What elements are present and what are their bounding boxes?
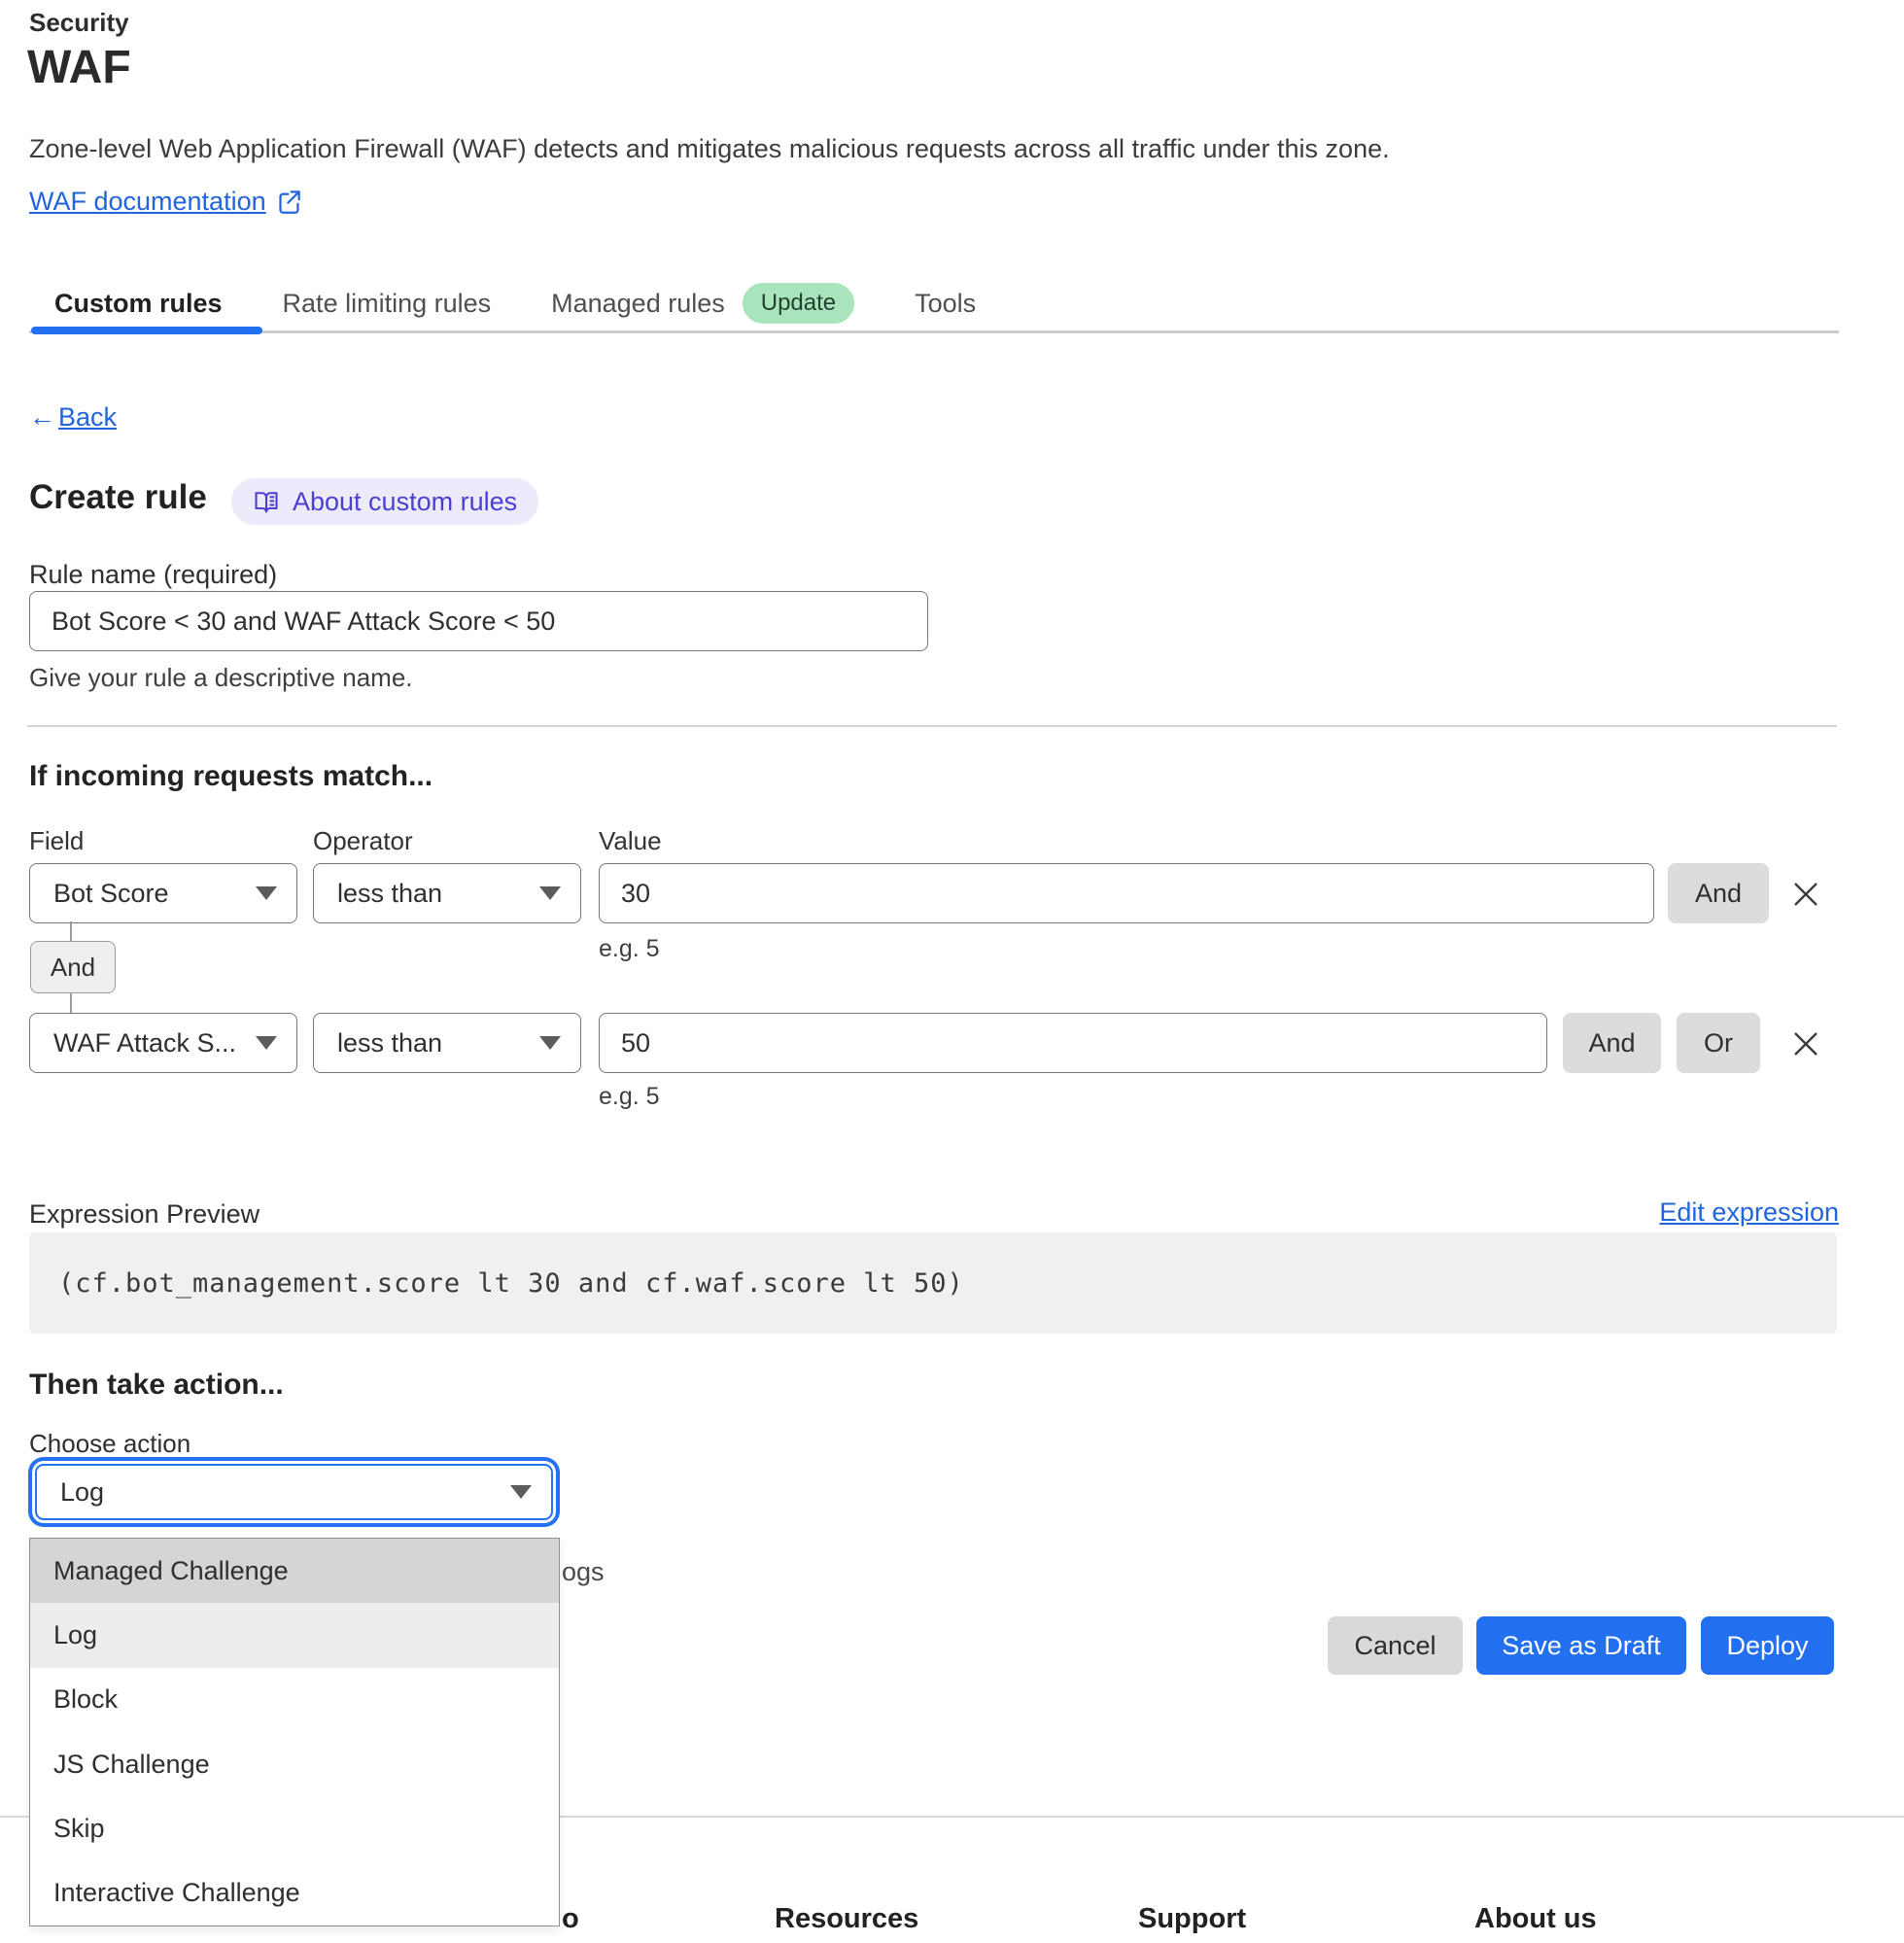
tab-custom-rules-label: Custom rules: [54, 288, 223, 318]
chevron-down-icon: [539, 1036, 561, 1050]
close-icon: [1794, 1032, 1817, 1056]
tab-managed-rules-label: Managed rules: [551, 288, 725, 318]
deploy-button[interactable]: Deploy: [1701, 1616, 1834, 1675]
tab-rate-limiting-rules[interactable]: Rate limiting rules: [258, 278, 517, 329]
choose-action-selected-value: Log: [60, 1476, 105, 1507]
and-connector-badge[interactable]: And: [30, 941, 116, 993]
update-badge: Update: [742, 283, 855, 324]
dropdown-option-js-challenge[interactable]: JS Challenge: [30, 1731, 559, 1797]
footer-column-resources: Resources: [775, 1903, 919, 1934]
field-select-row2-value: WAF Attack S...: [53, 1027, 237, 1058]
tab-managed-rules[interactable]: Managed rules Update: [526, 278, 880, 329]
field-select-row2[interactable]: WAF Attack S...: [29, 1013, 297, 1073]
remove-row1-icon[interactable]: [1784, 873, 1827, 916]
rule-name-help: Give your rule a descriptive name.: [29, 663, 413, 692]
tab-custom-rules[interactable]: Custom rules: [29, 278, 248, 329]
value-hint-row2: e.g. 5: [599, 1083, 660, 1110]
dropdown-option-interactive-challenge[interactable]: Interactive Challenge: [30, 1860, 559, 1926]
expression-preview-label: Expression Preview: [29, 1199, 260, 1229]
tab-track-divider: [29, 330, 1839, 333]
tab-rate-limiting-rules-label: Rate limiting rules: [282, 288, 492, 318]
operator-select-row2-value: less than: [337, 1027, 443, 1058]
breadcrumb: Security: [29, 8, 129, 37]
tab-tools-label: Tools: [915, 288, 977, 318]
value-input-row2[interactable]: [599, 1013, 1547, 1073]
dropdown-option-skip[interactable]: Skip: [30, 1796, 559, 1861]
rule-name-label: Rule name (required): [29, 560, 278, 589]
choose-action-select[interactable]: Log: [35, 1464, 553, 1520]
operator-select-row2[interactable]: less than: [313, 1013, 581, 1073]
rule-name-input[interactable]: [29, 591, 928, 651]
add-or-button-row2[interactable]: Or: [1677, 1013, 1760, 1073]
field-column-label: Field: [29, 826, 85, 855]
footer-divider: [0, 1816, 1904, 1818]
create-rule-heading: Create rule: [29, 478, 207, 516]
add-and-button-row2[interactable]: And: [1563, 1013, 1661, 1073]
footer-column-about-us: About us: [1474, 1903, 1597, 1934]
back-arrow-icon: ←: [29, 402, 55, 432]
close-icon: [1794, 883, 1817, 906]
value-hint-row1: e.g. 5: [599, 935, 660, 962]
dropdown-option-log[interactable]: Log: [30, 1603, 559, 1668]
active-tab-underline: [31, 327, 262, 334]
field-select-row1[interactable]: Bot Score: [29, 863, 297, 923]
about-custom-rules-label: About custom rules: [293, 486, 518, 516]
operator-select-row1-value: less than: [337, 878, 443, 908]
operator-select-row1[interactable]: less than: [313, 863, 581, 923]
chevron-down-icon: [539, 886, 561, 900]
dropdown-option-managed-challenge[interactable]: Managed Challenge: [30, 1539, 559, 1604]
section-divider: [27, 725, 1837, 727]
add-and-button-row1[interactable]: And: [1668, 863, 1769, 923]
book-icon: [255, 492, 278, 513]
obscured-help-text-fragment: ogs: [562, 1557, 605, 1586]
external-link-icon: [278, 191, 300, 214]
tab-tools[interactable]: Tools: [889, 278, 1001, 329]
footer-column-obscured: o: [562, 1903, 579, 1934]
back-link[interactable]: ← Back: [29, 402, 117, 433]
value-input-row1[interactable]: [599, 863, 1654, 923]
waf-documentation-link[interactable]: WAF documentation: [29, 187, 302, 217]
match-section-heading: If incoming requests match...: [29, 760, 433, 792]
page-title: WAF: [27, 42, 131, 93]
field-select-row1-value: Bot Score: [53, 878, 169, 908]
remove-row2-icon[interactable]: [1784, 1023, 1827, 1065]
waf-documentation-label: WAF documentation: [29, 187, 266, 216]
footer-column-support: Support: [1138, 1903, 1247, 1934]
chevron-down-icon: [256, 886, 277, 900]
chevron-down-icon: [510, 1485, 532, 1499]
dropdown-option-block[interactable]: Block: [30, 1667, 559, 1732]
action-section-heading: Then take action...: [29, 1369, 284, 1401]
operator-column-label: Operator: [313, 826, 413, 855]
edit-expression-link[interactable]: Edit expression: [1659, 1197, 1839, 1227]
expression-preview-box: (cf.bot_management.score lt 30 and cf.wa…: [29, 1232, 1837, 1334]
save-as-draft-button[interactable]: Save as Draft: [1476, 1616, 1686, 1675]
back-label: Back: [58, 402, 118, 432]
about-custom-rules-link[interactable]: About custom rules: [231, 478, 539, 525]
choose-action-dropdown: Managed Challenge Log Block JS Challenge…: [29, 1538, 560, 1926]
tab-bar: Custom rules Rate limiting rules Managed…: [29, 278, 1839, 338]
choose-action-label: Choose action: [29, 1429, 191, 1458]
chevron-down-icon: [256, 1036, 277, 1050]
expression-code: (cf.bot_management.score lt 30 and cf.wa…: [58, 1267, 964, 1299]
cancel-button[interactable]: Cancel: [1328, 1616, 1463, 1675]
page-description: Zone-level Web Application Firewall (WAF…: [29, 134, 1390, 163]
value-column-label: Value: [599, 826, 662, 855]
